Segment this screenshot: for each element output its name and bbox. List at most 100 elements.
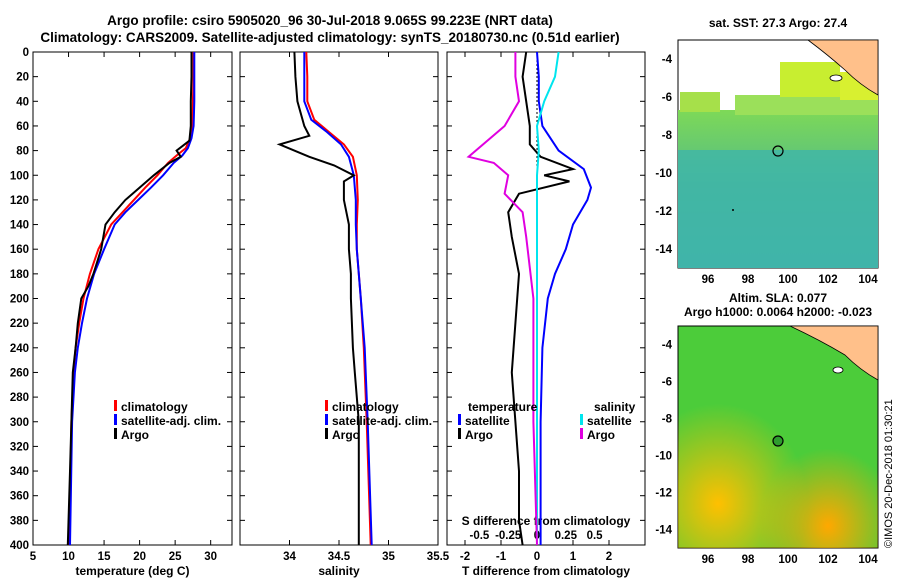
y-tick-label: 80 xyxy=(16,146,29,158)
sumatra-land-2 xyxy=(789,325,879,381)
legend-item-satellite: satellite-adj. clim. xyxy=(325,414,432,428)
legend-item-argo: Argo xyxy=(458,428,537,442)
x-tick-label: 0 xyxy=(534,551,540,563)
top-x-axis-label: S difference from climatology xyxy=(462,514,631,528)
legend-swatch-red xyxy=(325,400,328,411)
map-y-tick-label: -8 xyxy=(662,414,673,426)
map-y-tick-label: -4 xyxy=(662,340,673,352)
x-tick-label: 35 xyxy=(382,551,395,563)
legend-label: Argo xyxy=(587,428,615,442)
x-tick-label: 35.5 xyxy=(427,551,450,563)
y-tick-label: 280 xyxy=(10,392,29,404)
island-a xyxy=(829,74,843,82)
legend-item-argo: Argo xyxy=(114,428,221,442)
legend-item-climatology: climatology xyxy=(325,400,432,414)
legend-label: climatology xyxy=(332,400,399,414)
differences-x-axis-label: T difference from climatology xyxy=(462,564,630,578)
series-line-s-argo xyxy=(466,52,538,546)
temperature-legend: climatology satellite-adj. clim. Argo xyxy=(114,400,221,442)
y-tick-label: 340 xyxy=(10,466,29,478)
title-line-2: Climatology: CARS2009. Satellite-adjuste… xyxy=(40,30,620,45)
x-tick-label: -2 xyxy=(460,551,470,563)
x-tick-label: 30 xyxy=(204,551,217,563)
legend-swatch-black xyxy=(325,428,328,439)
y-tick-label: 320 xyxy=(10,441,29,453)
x-tick-label: 15 xyxy=(98,551,111,563)
x-tick-label: 20 xyxy=(133,551,146,563)
sla-argo-marker xyxy=(772,435,784,447)
legend-label: satellite-adj. clim. xyxy=(332,414,433,428)
y-tick-label: 300 xyxy=(10,417,29,429)
map-y-tick-label: -12 xyxy=(655,488,672,500)
legend-label: satellite-adj. clim. xyxy=(121,414,222,428)
legend-item-climatology: climatology xyxy=(114,400,221,414)
y-tick-label: 200 xyxy=(10,294,29,306)
legend-heading: temperature xyxy=(468,400,538,414)
x-tick-label: 34 xyxy=(283,551,296,563)
y-tick-label: 120 xyxy=(10,195,29,207)
diff-legend-temperature: temperature satellite Argo xyxy=(458,400,537,442)
legend-label: satellite xyxy=(587,414,632,428)
temperature-x-axis-label: temperature (deg C) xyxy=(75,564,189,578)
map-x-tick-label: 100 xyxy=(778,274,797,286)
y-tick-label: 100 xyxy=(10,170,29,182)
legend-swatch-black xyxy=(114,428,117,439)
top-x-tick-label: 0.25 xyxy=(555,530,578,542)
map-x-tick-label: 96 xyxy=(702,274,715,286)
y-tick-label: 220 xyxy=(10,318,29,330)
top-x-tick-label: -0.5 xyxy=(469,530,489,542)
sst-argo-marker xyxy=(772,145,784,157)
y-tick-label: 360 xyxy=(10,491,29,503)
diff-legend-salinity: salinity satellite Argo xyxy=(580,400,635,442)
y-tick-label: 400 xyxy=(10,540,29,552)
legend-label: climatology xyxy=(121,400,188,414)
legend-label: satellite xyxy=(465,414,510,428)
x-tick-label: -1 xyxy=(496,551,507,563)
legend-item-satellite: satellite-adj. clim. xyxy=(114,414,221,428)
map-y-tick-label: -14 xyxy=(655,525,672,537)
sla-map xyxy=(677,325,879,549)
legend-label: Argo xyxy=(121,428,149,442)
y-tick-label: 240 xyxy=(10,343,29,355)
differences-plot-frame xyxy=(446,51,646,546)
x-tick-label: 2 xyxy=(606,551,612,563)
map-y-tick-label: -6 xyxy=(662,92,672,104)
map-x-tick-label: 102 xyxy=(818,554,837,566)
map-x-tick-label: 104 xyxy=(858,274,878,286)
map-y-tick-label: -6 xyxy=(662,377,672,389)
x-tick-label: 34.5 xyxy=(328,551,351,563)
legend-swatch-blue xyxy=(325,414,328,425)
legend-item-satellite: satellite xyxy=(580,414,635,428)
island-dot xyxy=(732,209,734,211)
series-line-satellite-adj-clim- xyxy=(69,52,196,546)
sumatra-land xyxy=(806,39,879,96)
legend-item-argo: Argo xyxy=(325,428,432,442)
map-y-tick-label: -8 xyxy=(662,130,673,142)
map-x-tick-label: 98 xyxy=(742,554,755,566)
sst-map-title: sat. SST: 27.3 Argo: 27.4 xyxy=(708,16,848,30)
y-tick-label: 160 xyxy=(10,244,29,256)
sla-map-subtitle: Argo h1000: 0.0064 h2000: -0.023 xyxy=(683,305,873,319)
legend-label: Argo xyxy=(332,428,360,442)
map-x-tick-label: 98 xyxy=(742,274,755,286)
legend-item-argo: Argo xyxy=(580,428,635,442)
map-y-tick-label: -14 xyxy=(655,244,672,256)
y-tick-label: 20 xyxy=(16,72,29,84)
y-tick-label: 140 xyxy=(10,220,29,232)
map-x-tick-label: 102 xyxy=(818,274,837,286)
map-y-tick-label: -10 xyxy=(655,168,672,180)
top-x-tick-label: 0.5 xyxy=(587,530,604,542)
island-b xyxy=(832,366,844,374)
legend-swatch-cyan xyxy=(580,414,583,425)
series-line-t-satellite xyxy=(536,51,593,545)
x-tick-label: 1 xyxy=(570,551,577,563)
series-line-argo xyxy=(276,51,360,545)
y-tick-label: 180 xyxy=(10,269,29,281)
y-tick-label: 40 xyxy=(16,96,29,108)
salinity-legend: climatology satellite-adj. clim. Argo xyxy=(325,400,432,442)
credit-text: ©IMOS 20-Dec-2018 01:30:21 xyxy=(883,399,895,548)
map-x-tick-label: 96 xyxy=(702,554,715,566)
temperature-plot-frame xyxy=(32,51,233,546)
legend-swatch-red xyxy=(114,400,117,411)
